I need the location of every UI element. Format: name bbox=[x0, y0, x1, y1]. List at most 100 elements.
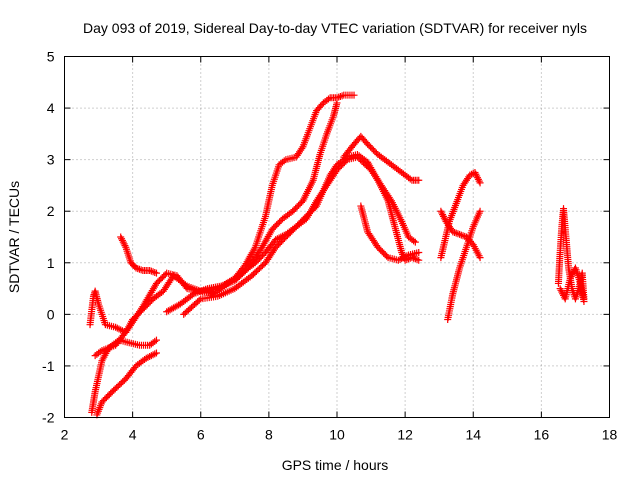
data-point bbox=[120, 240, 128, 248]
data-point bbox=[476, 179, 484, 187]
data-point bbox=[415, 176, 423, 184]
data-point bbox=[383, 252, 391, 260]
data-point bbox=[118, 235, 126, 243]
data-point bbox=[401, 253, 409, 261]
data-point bbox=[466, 171, 474, 179]
data-point bbox=[457, 231, 465, 239]
data-point bbox=[559, 290, 567, 298]
y-tick-label: 1 bbox=[47, 255, 55, 271]
data-point bbox=[298, 144, 306, 152]
y-tick-label: 3 bbox=[47, 152, 55, 168]
data-point bbox=[112, 323, 120, 331]
x-tick-label: 18 bbox=[602, 427, 618, 443]
data-point bbox=[473, 172, 481, 180]
data-point bbox=[454, 230, 462, 238]
series-track-n bbox=[556, 264, 588, 305]
data-point bbox=[398, 254, 406, 262]
data-point bbox=[152, 269, 160, 277]
x-tick-label: 12 bbox=[397, 427, 413, 443]
data-point bbox=[566, 274, 574, 282]
data-point bbox=[557, 286, 565, 294]
series-track-a bbox=[86, 91, 358, 336]
data-point bbox=[456, 230, 464, 238]
data-point bbox=[439, 212, 447, 220]
data-point bbox=[580, 297, 588, 305]
data-point bbox=[324, 95, 332, 103]
data-point bbox=[338, 92, 346, 100]
data-point bbox=[147, 352, 155, 360]
series-track-l bbox=[437, 169, 484, 262]
data-point bbox=[152, 336, 160, 344]
x-axis-label: GPS time / hours bbox=[282, 457, 389, 473]
data-point bbox=[452, 229, 460, 237]
data-point bbox=[459, 232, 467, 240]
data-point bbox=[558, 288, 566, 296]
data-point bbox=[115, 325, 123, 333]
data-point bbox=[113, 324, 121, 332]
data-point bbox=[406, 175, 414, 183]
data-point bbox=[336, 92, 344, 100]
data-point bbox=[188, 291, 196, 299]
data-point bbox=[149, 268, 157, 276]
data-point bbox=[476, 254, 484, 262]
series-track-k bbox=[444, 207, 484, 324]
x-tick-label: 16 bbox=[534, 427, 550, 443]
data-point bbox=[335, 93, 343, 101]
x-tick-label: 10 bbox=[329, 427, 345, 443]
data-point bbox=[117, 233, 125, 241]
data-point bbox=[147, 267, 155, 275]
data-point bbox=[275, 234, 283, 242]
data-point bbox=[476, 207, 484, 215]
y-axis-label: SDTVAR / TECUs bbox=[6, 181, 22, 293]
data-point bbox=[415, 248, 423, 256]
y-tick-label: 2 bbox=[47, 203, 55, 219]
data-point bbox=[118, 236, 126, 244]
data-point bbox=[403, 252, 411, 260]
data-point bbox=[151, 268, 159, 276]
data-point bbox=[138, 304, 146, 312]
data-point bbox=[439, 211, 447, 219]
y-tick-label: 0 bbox=[47, 306, 55, 322]
data-point bbox=[413, 256, 421, 264]
data-point bbox=[471, 169, 479, 177]
series-track-f bbox=[163, 99, 341, 316]
data-point bbox=[96, 348, 104, 356]
series-track-g bbox=[180, 150, 423, 318]
data-point bbox=[152, 349, 160, 357]
data-point bbox=[146, 267, 154, 275]
data-point bbox=[137, 266, 145, 274]
data-point bbox=[438, 209, 446, 217]
data-points bbox=[86, 91, 588, 419]
data-point bbox=[410, 254, 418, 262]
data-point bbox=[146, 352, 154, 360]
data-point bbox=[451, 228, 459, 236]
data-point bbox=[396, 255, 404, 263]
data-point bbox=[135, 265, 143, 273]
data-point bbox=[142, 354, 150, 362]
y-tick-label: 4 bbox=[47, 100, 55, 116]
data-point bbox=[569, 269, 577, 277]
data-point bbox=[567, 273, 575, 281]
x-tick-label: 14 bbox=[465, 427, 481, 443]
series-track-h bbox=[340, 132, 423, 184]
data-point bbox=[151, 350, 159, 358]
data-point bbox=[440, 214, 448, 222]
data-point bbox=[273, 235, 281, 243]
series-track-c bbox=[93, 349, 160, 419]
data-point bbox=[195, 296, 203, 304]
x-tick-label: 2 bbox=[61, 427, 69, 443]
data-point bbox=[411, 255, 419, 263]
y-tick-label: -2 bbox=[42, 410, 55, 426]
data-point bbox=[475, 177, 483, 185]
data-point bbox=[449, 228, 457, 236]
series-track-i bbox=[357, 202, 423, 264]
data-point bbox=[350, 91, 358, 99]
data-point bbox=[399, 254, 407, 262]
data-point bbox=[121, 242, 129, 250]
data-point bbox=[474, 175, 482, 183]
chart-title: Day 093 of 2019, Sidereal Day-to-day VTE… bbox=[83, 20, 587, 36]
data-point bbox=[556, 285, 564, 293]
data-point bbox=[119, 238, 127, 246]
